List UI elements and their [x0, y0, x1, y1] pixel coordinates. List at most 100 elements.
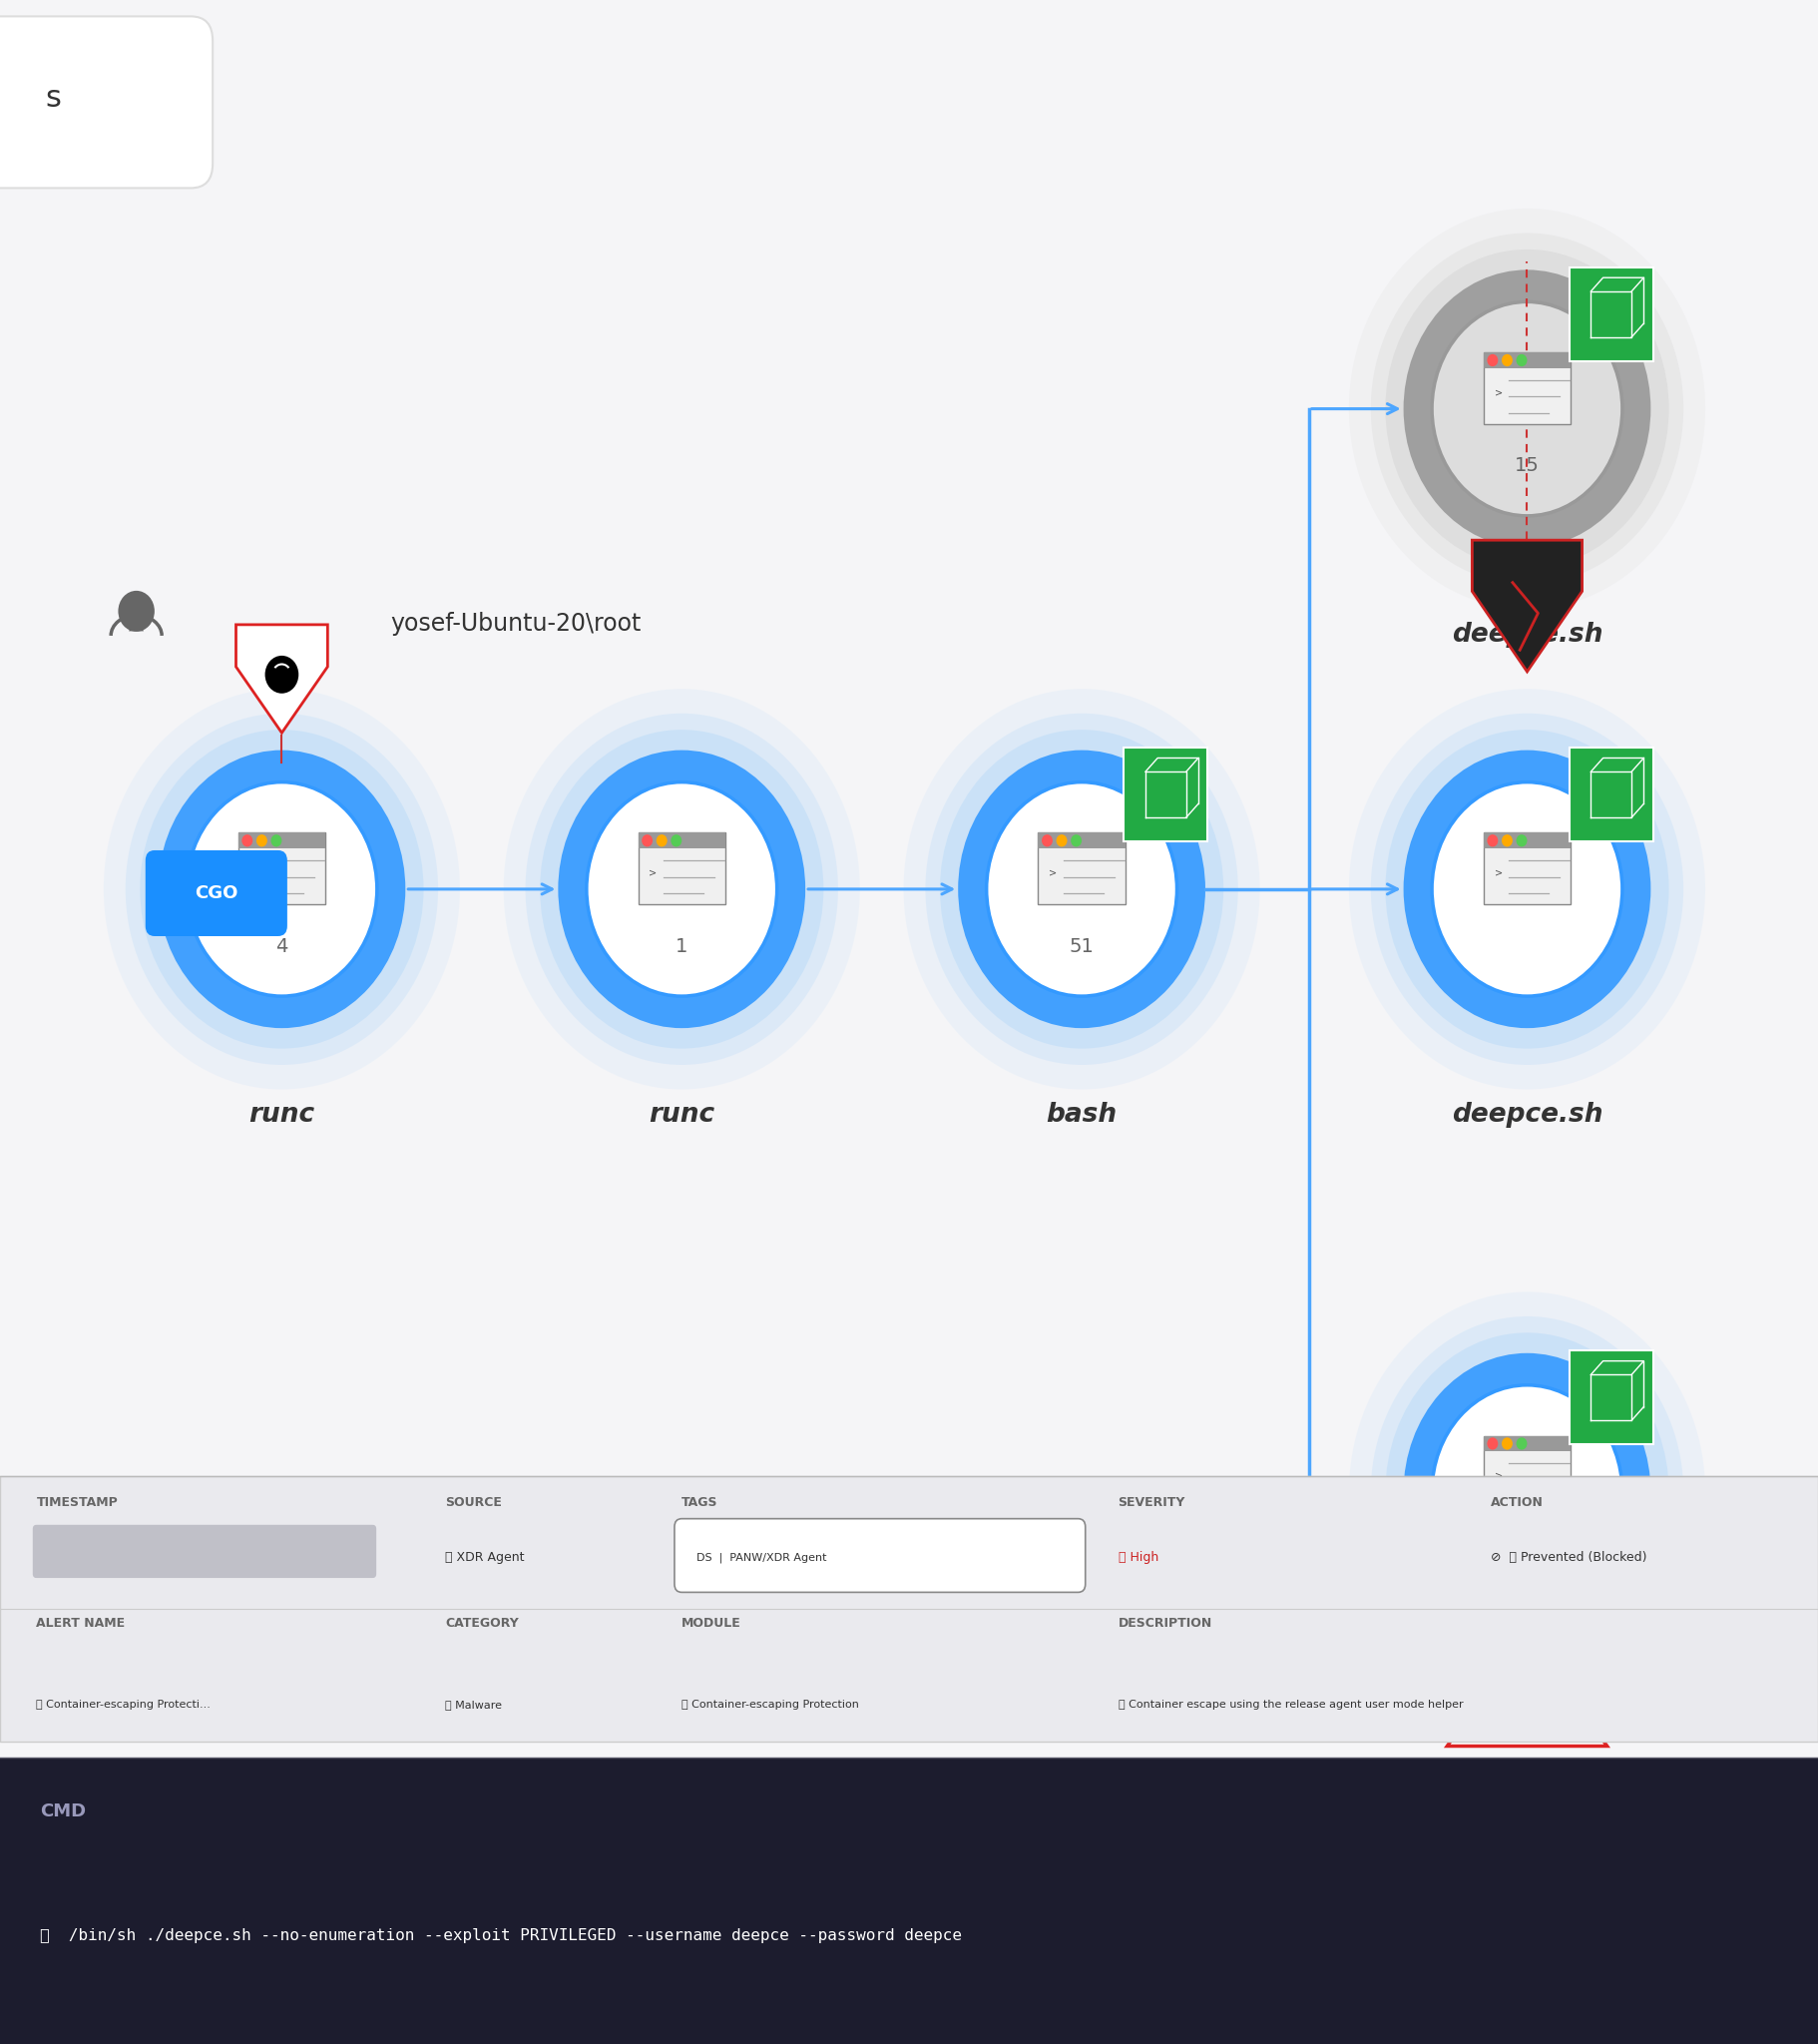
- FancyBboxPatch shape: [238, 832, 325, 848]
- FancyBboxPatch shape: [1483, 1435, 1571, 1508]
- FancyBboxPatch shape: [1569, 1351, 1653, 1445]
- FancyBboxPatch shape: [0, 16, 213, 188]
- Text: 4: 4: [276, 936, 287, 957]
- FancyBboxPatch shape: [0, 1758, 1818, 2044]
- Text: runc: runc: [249, 1102, 315, 1128]
- Text: DESCRIPTION: DESCRIPTION: [1118, 1617, 1213, 1629]
- Text: A: A: [1520, 1703, 1534, 1723]
- Text: SOURCE: SOURCE: [445, 1496, 502, 1508]
- Circle shape: [504, 689, 860, 1089]
- Circle shape: [1487, 834, 1498, 846]
- FancyBboxPatch shape: [0, 1476, 1818, 1741]
- Circle shape: [558, 750, 805, 1028]
- Text: deepce.sh: deepce.sh: [1451, 1705, 1603, 1731]
- Circle shape: [265, 656, 298, 693]
- Text: >: >: [1494, 388, 1502, 397]
- Text: 📄  /bin/sh ./deepce.sh --no-enumeration --exploit PRIVILEGED --username deepce -: 📄 /bin/sh ./deepce.sh --no-enumeration -…: [40, 1927, 962, 1942]
- Circle shape: [1403, 270, 1651, 548]
- Circle shape: [1071, 834, 1082, 846]
- Text: 📄 Container escape using the release agent user mode helper: 📄 Container escape using the release age…: [1118, 1701, 1463, 1709]
- Circle shape: [271, 834, 282, 846]
- Text: 15: 15: [1514, 456, 1540, 476]
- Text: >: >: [1049, 869, 1056, 877]
- FancyBboxPatch shape: [638, 832, 725, 848]
- Circle shape: [1516, 1437, 1527, 1449]
- Circle shape: [1516, 354, 1527, 366]
- Circle shape: [158, 750, 405, 1028]
- Circle shape: [1433, 783, 1622, 995]
- Circle shape: [1371, 233, 1683, 585]
- Circle shape: [904, 689, 1260, 1089]
- Text: bash: bash: [1045, 1102, 1118, 1128]
- Text: MODULE: MODULE: [682, 1617, 742, 1629]
- Polygon shape: [236, 625, 327, 734]
- Circle shape: [642, 834, 653, 846]
- FancyBboxPatch shape: [638, 832, 725, 905]
- Text: ACTION: ACTION: [1491, 1496, 1543, 1508]
- Circle shape: [187, 783, 376, 995]
- FancyBboxPatch shape: [33, 1525, 376, 1578]
- Circle shape: [987, 783, 1176, 995]
- Polygon shape: [1447, 1633, 1607, 1746]
- Text: deepce.sh: deepce.sh: [1451, 1102, 1603, 1128]
- Circle shape: [1487, 354, 1498, 366]
- Text: >: >: [1494, 869, 1502, 877]
- Circle shape: [540, 730, 824, 1049]
- FancyBboxPatch shape: [1569, 748, 1653, 842]
- Text: 1: 1: [676, 936, 687, 957]
- Circle shape: [1502, 1437, 1513, 1449]
- Text: runc: runc: [649, 1102, 714, 1128]
- Circle shape: [1349, 689, 1705, 1089]
- FancyBboxPatch shape: [1483, 832, 1571, 905]
- FancyBboxPatch shape: [1038, 832, 1125, 848]
- Circle shape: [656, 834, 667, 846]
- FancyBboxPatch shape: [1483, 832, 1571, 848]
- Text: CMD: CMD: [40, 1803, 85, 1821]
- Circle shape: [118, 591, 155, 632]
- Text: CATEGORY: CATEGORY: [445, 1617, 518, 1629]
- Circle shape: [1349, 208, 1705, 609]
- FancyBboxPatch shape: [145, 850, 287, 936]
- FancyBboxPatch shape: [1124, 748, 1207, 842]
- Circle shape: [1371, 713, 1683, 1065]
- Text: ⊘  📄 Prevented (Blocked): ⊘ 📄 Prevented (Blocked): [1491, 1551, 1647, 1564]
- Circle shape: [1403, 1353, 1651, 1631]
- Text: yosef-Ubuntu-20\root: yosef-Ubuntu-20\root: [391, 611, 642, 636]
- Text: 📄 High: 📄 High: [1118, 1551, 1158, 1564]
- Text: 📄 Container-escaping Protection: 📄 Container-escaping Protection: [682, 1701, 860, 1709]
- FancyBboxPatch shape: [1483, 352, 1571, 368]
- Text: >: >: [249, 869, 256, 877]
- Circle shape: [925, 713, 1238, 1065]
- Circle shape: [1056, 834, 1067, 846]
- Circle shape: [958, 750, 1205, 1028]
- Text: TIMESTAMP: TIMESTAMP: [36, 1496, 118, 1508]
- Circle shape: [140, 730, 424, 1049]
- Text: ALERT NAME: ALERT NAME: [36, 1617, 125, 1629]
- FancyBboxPatch shape: [1038, 832, 1125, 905]
- Text: ▲: ▲: [129, 613, 144, 634]
- Text: 📄 Container-escaping Protecti...: 📄 Container-escaping Protecti...: [36, 1701, 211, 1709]
- Circle shape: [1042, 834, 1053, 846]
- Circle shape: [1385, 249, 1669, 568]
- Text: SEVERITY: SEVERITY: [1118, 1496, 1185, 1508]
- Text: 51: 51: [1069, 936, 1094, 957]
- FancyBboxPatch shape: [674, 1519, 1085, 1592]
- Text: 📄 XDR Agent: 📄 XDR Agent: [445, 1551, 525, 1564]
- FancyBboxPatch shape: [1569, 268, 1653, 362]
- FancyBboxPatch shape: [238, 832, 325, 905]
- Text: s: s: [45, 84, 62, 112]
- Circle shape: [104, 689, 460, 1089]
- Circle shape: [1403, 750, 1651, 1028]
- Text: TAGS: TAGS: [682, 1496, 718, 1508]
- Circle shape: [1371, 1316, 1683, 1668]
- Text: deepce.sh: deepce.sh: [1451, 621, 1603, 648]
- Text: >: >: [649, 869, 656, 877]
- Circle shape: [125, 713, 438, 1065]
- Circle shape: [1502, 354, 1513, 366]
- Circle shape: [587, 783, 776, 995]
- Circle shape: [671, 834, 682, 846]
- Circle shape: [1433, 1386, 1622, 1598]
- Circle shape: [256, 834, 267, 846]
- Circle shape: [1502, 834, 1513, 846]
- Circle shape: [1433, 303, 1622, 515]
